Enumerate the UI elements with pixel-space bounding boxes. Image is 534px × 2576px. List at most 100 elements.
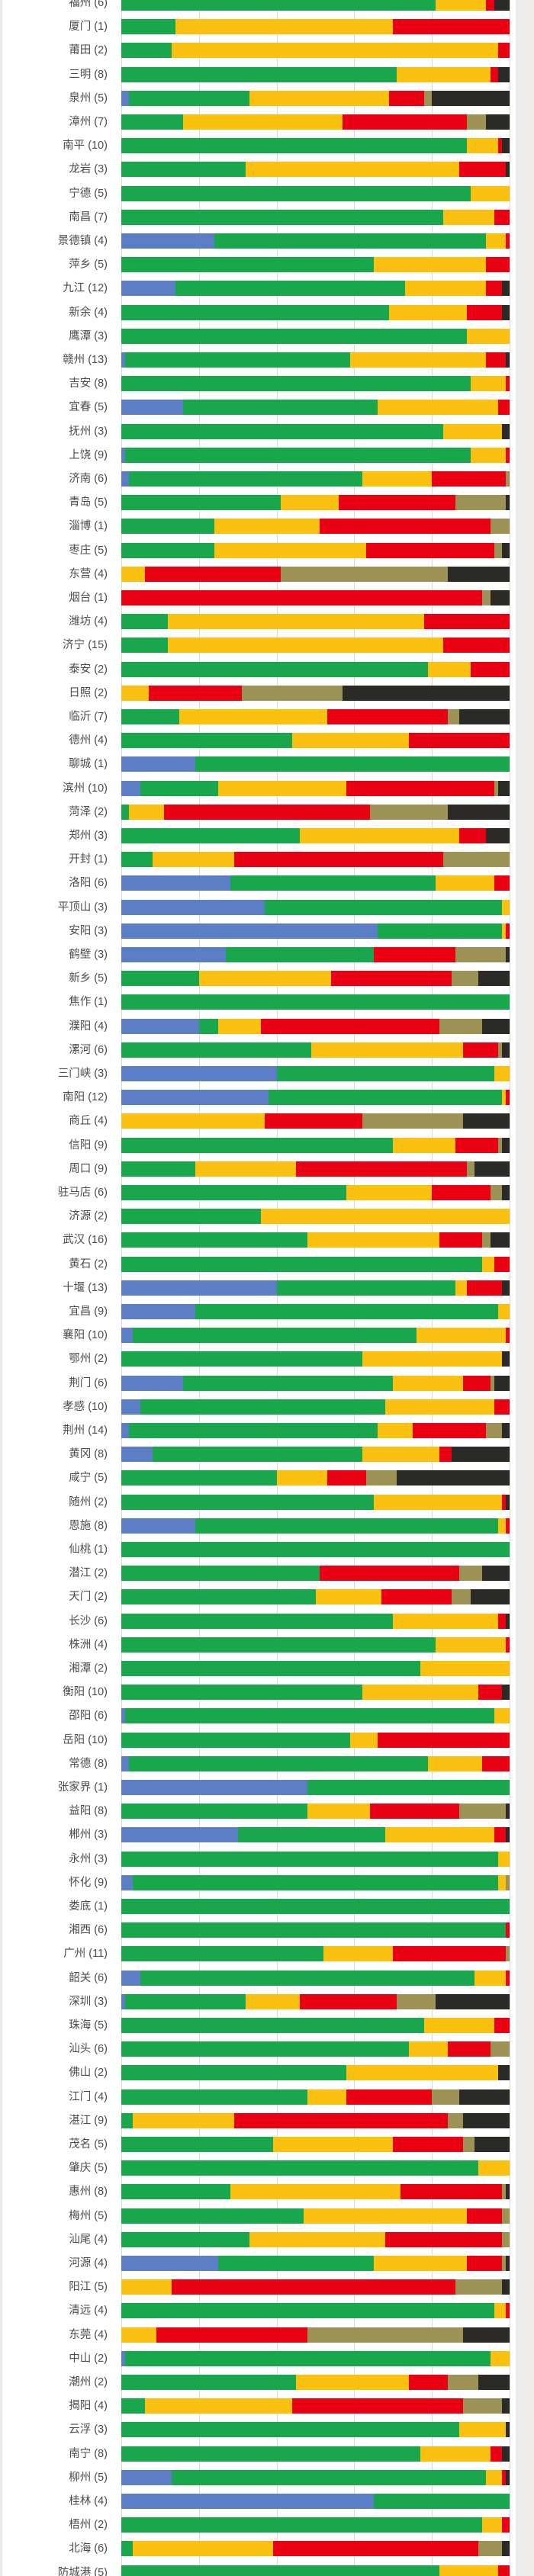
stacked-bar [121,1470,510,1486]
bar-segment-red [494,2018,510,2033]
bar-segment-green [183,1375,394,1391]
bar-segment-green [125,447,471,463]
bar-segment-olive [432,2089,459,2105]
chart-row: 襄阳 (10) [0,1328,534,1344]
bar-segment-red [486,0,494,11]
stacked-bar [121,756,510,772]
chart-row: 孝感 (10) [0,1399,534,1415]
bar-segment-green [195,1304,498,1319]
bar-segment-green [140,1970,475,1986]
row-label: 滨州 (10) [63,782,108,795]
bar-segment-yellow [350,352,487,368]
chart-row: 南阳 (12) [0,1090,534,1106]
bar-segment-blue [121,1447,153,1463]
bar-segment-red [497,138,502,154]
bar-segment-yellow [393,1375,463,1391]
bar-segment-yellow [471,185,510,201]
stacked-bar [121,1113,510,1129]
chart-row: 南平 (10) [0,138,534,154]
bar-segment-olive [447,2112,463,2128]
bar-segment-olive [490,1375,494,1391]
stacked-bar [121,519,510,535]
chart-row: 德州 (4) [0,733,534,749]
row-label: 聊城 (1) [69,758,108,771]
bar-segment-green [152,1447,362,1463]
row-label: 濮阳 (4) [69,1020,108,1033]
chart-row: 商丘 (4) [0,1113,534,1129]
bar-segment-blue [121,447,126,463]
bar-segment-yellow [346,1185,433,1200]
chart-row: 东莞 (4) [0,2327,534,2343]
chart-row: 安阳 (3) [0,923,534,939]
page-left-edge [0,0,2,2576]
bar-segment-yellow [307,1804,370,1820]
bar-segment-yellow [121,1113,265,1129]
row-label: 驻马店 (6) [57,1187,108,1199]
bar-segment-olive [455,495,506,511]
stacked-bar [121,471,510,487]
bar-segment-green [121,733,292,749]
bar-segment-yellow [172,43,498,59]
chart-row: 南昌 (7) [0,209,534,225]
stacked-bar [121,947,510,962]
row-label: 东莞 (4) [69,2328,108,2341]
stacked-bar [121,804,510,820]
bar-segment-red [172,2279,455,2295]
bar-segment-black [497,780,510,796]
bar-segment-yellow [129,804,164,820]
bar-segment-black [458,709,510,724]
bar-segment-black [501,2446,510,2462]
row-label: 东营 (4) [69,567,108,580]
stacked-bar [121,875,510,891]
stacked-bar [121,2089,510,2105]
bar-segment-yellow [245,162,459,178]
bar-segment-yellow [458,2422,506,2438]
row-label: 临沂 (7) [69,711,108,723]
bar-segment-yellow [501,1090,506,1106]
row-label: 广州 (11) [63,1948,108,1961]
row-label: 株洲 (4) [69,1638,108,1651]
bar-segment-black [432,90,510,106]
row-label: 张家界 (1) [57,1781,108,1794]
bar-segment-green [121,804,130,820]
bar-segment-yellow [385,1827,494,1843]
stacked-bar [121,1661,510,1676]
bar-segment-yellow [436,1636,506,1653]
bar-segment-green [121,0,436,11]
bar-segment-green [121,1732,351,1748]
row-label: 柳州 (5) [69,2471,108,2484]
chart-row: 日照 (2) [0,685,534,701]
bar-segment-yellow [424,2018,494,2033]
stacked-bar [121,423,510,439]
bar-segment-red [467,304,502,320]
bar-segment-yellow [198,971,331,987]
bar-segment-yellow [393,1137,455,1153]
bar-segment-green [121,2398,145,2414]
stacked-bar [121,1899,510,1914]
bar-segment-black [474,1161,510,1177]
bar-segment-red [505,923,510,939]
bar-segment-red [458,828,487,843]
bar-segment-yellow [497,1304,510,1319]
bar-segment-blue [121,281,176,297]
row-label: 宁德 (5) [69,187,108,200]
row-label: 九江 (12) [63,282,108,295]
bar-segment-green [121,328,467,344]
row-label: 中山 (2) [69,2352,108,2365]
row-label: 泰安 (2) [69,663,108,676]
bar-segment-green [121,1209,262,1225]
stacked-bar [121,1328,510,1344]
chart-row: 九江 (12) [0,281,534,297]
stacked-bar [121,1423,510,1438]
row-label: 衡阳 (10) [63,1686,108,1699]
bar-segment-yellow [416,1328,506,1344]
bar-segment-black [501,2279,510,2295]
bar-segment-black [343,685,510,701]
bar-segment-green [121,852,153,868]
bar-segment-green [121,519,215,535]
bar-segment-red [296,1161,467,1177]
row-label: 天门 (2) [69,1591,108,1604]
row-label: 洛阳 (6) [69,877,108,890]
row-label: 赣州 (13) [63,354,108,366]
row-label: 济宁 (15) [63,639,108,652]
